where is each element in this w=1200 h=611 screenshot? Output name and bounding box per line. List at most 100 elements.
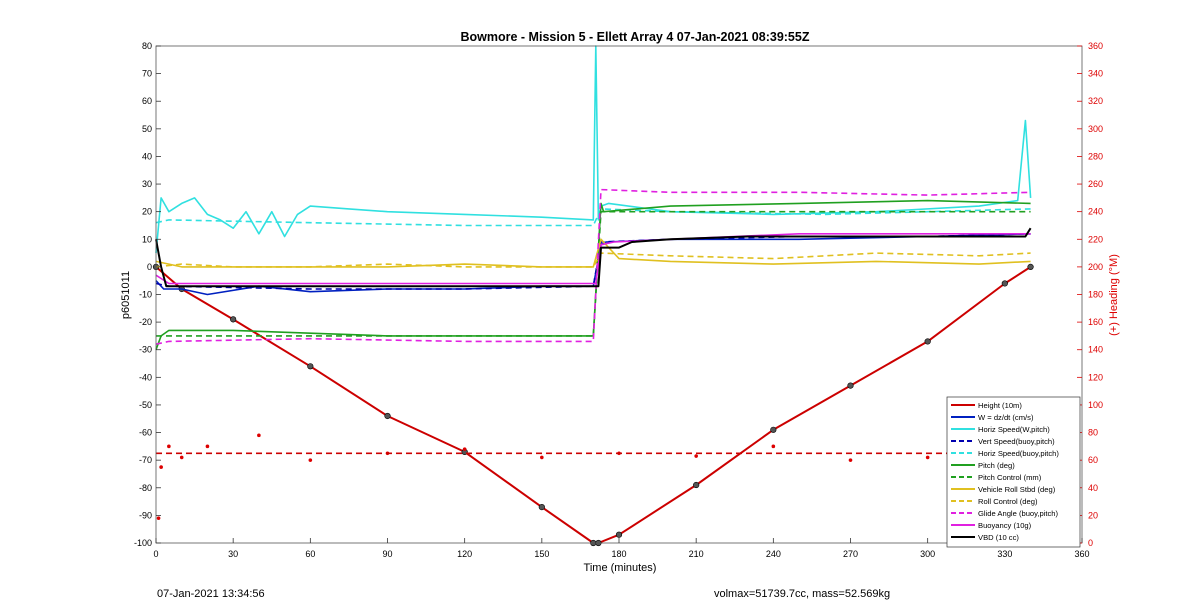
heading-point [159,465,163,469]
y2-tick-label: 340 [1088,69,1103,79]
y-tick-label: 10 [142,234,152,244]
y-tick-label: 40 [142,151,152,161]
x-tick-label: 360 [1074,549,1089,559]
footer-params: volmax=51739.7cc, mass=52.569kg [714,588,891,600]
y-tick-label: -60 [139,428,152,438]
heading-point [848,458,853,462]
axes: 0 30 60 90 120 150 180 210 240 270 300 330 360-100-9… [134,41,1103,559]
x-tick-label: 210 [689,549,704,559]
series-pitch-control-mm [156,210,1031,337]
y2-tick-label: 0 [1088,538,1093,548]
x-tick-label: 150 [534,549,549,559]
x-tick-label: 180 [611,549,626,559]
legend-label: Horiz Speed(W,pitch) [978,425,1050,434]
series-w-dz-dt-cm-s [155,233,1031,296]
legend-box [946,396,1081,548]
heading-point [308,458,313,462]
legend: Height (10m) W = dz/dt (cm/s) Horiz Speed(… [946,396,1081,548]
y2-tick-label: 200 [1088,262,1103,272]
y2-tick-label: 80 [1088,428,1098,438]
x-tick-label: 0 [153,549,158,559]
height-point [615,531,623,538]
y2-axis-label: (+) Heading (°M) [1108,254,1120,336]
height-point [538,504,545,511]
y-axis-label: p6051011 [120,271,132,319]
y2-tick-label: 260 [1088,179,1103,189]
height-point [847,382,854,389]
height-point [924,338,931,345]
y2-tick-label: 220 [1088,234,1103,244]
series-vehicle-roll-stbd-deg [155,238,1031,268]
heading-point [257,433,261,438]
chart-title: Bowmore - Mission 5 - Ellett Array 4 07-… [461,30,810,44]
series-buoyancy-10g [155,233,1031,285]
y-tick-label: -80 [139,483,152,493]
legend-label: Horiz Speed(buoy,pitch) [978,449,1059,458]
heading-point [205,444,210,449]
series-height-10m [155,266,1032,544]
heading-point [179,455,184,460]
footer-timestamp: 07-Jan-2021 13:34:56 [157,588,265,600]
height-point [693,481,700,489]
plot-area [152,45,1034,547]
height-point [307,363,314,370]
heading-point [694,454,698,458]
x-tick-label: 300 [920,549,935,559]
legend-label: Pitch (deg) [978,461,1015,470]
y-tick-label: -10 [139,290,152,300]
y-tick-label: -20 [139,317,152,327]
y-tick-label: -90 [139,510,152,520]
y2-tick-label: 140 [1088,345,1103,355]
legend-label: W = dz/dt (cm/s) [978,413,1034,422]
x-tick-label: 60 [305,549,315,559]
y-tick-label: -100 [134,538,152,548]
series-vbd-10-cc [155,227,1032,288]
y-tick-label: 20 [142,207,152,217]
y2-tick-label: 280 [1088,151,1103,161]
y-tick-label: 0 [147,262,152,272]
legend-label: Height (10m) [978,401,1022,410]
legend-label: Vert Speed(buoy,pitch) [978,437,1055,446]
x-axis-label: Time (minutes) [584,562,657,574]
y2-tick-label: 160 [1088,317,1103,327]
x-tick-label: 90 [382,549,392,559]
y-tick-label: 80 [142,41,152,51]
x-tick-label: 120 [457,549,472,559]
height-point [384,412,391,420]
series-horiz-speed-buoy-pitch [155,208,1031,227]
y-tick-label: 30 [142,179,152,189]
y2-tick-label: 40 [1088,483,1098,493]
series-glide-angle-buoy-pitch [155,188,1031,345]
height-point [770,426,777,433]
y-tick-label: -40 [139,372,152,382]
height-point [1027,263,1034,270]
plot-frame [155,45,1083,544]
y-tick-label: -30 [139,345,152,355]
y2-tick-label: 320 [1088,96,1103,106]
x-tick-label: 240 [766,549,781,559]
y-tick-label: -70 [139,455,152,465]
legend-label: Vehicle Roll Stbd (deg) [978,485,1056,494]
legend-label: Pitch Control (mm) [978,473,1042,482]
legend-label: Glide Angle (buoy,pitch) [978,509,1059,518]
y-tick-label: 70 [142,69,152,79]
y-tick-label: 50 [142,124,152,134]
heading-point [771,444,776,449]
y2-tick-label: 60 [1088,455,1098,465]
height-point [1001,280,1008,287]
heading-point [540,455,544,460]
x-tick-label: 30 [228,549,238,559]
legend-label: Buoyancy (10g) [978,521,1032,530]
series-roll-control-deg [155,252,1031,268]
y2-tick-label: 300 [1088,124,1103,134]
legend-label: VBD (10 cc) [978,533,1019,542]
x-tick-label: 270 [843,549,858,559]
heading-point [462,447,467,451]
heading-point [925,455,930,460]
y2-tick-label: 100 [1088,400,1103,410]
y-tick-label: -50 [139,400,152,410]
x-tick-label: 330 [997,549,1012,559]
y2-tick-label: 240 [1088,207,1103,217]
y2-tick-label: 180 [1088,290,1103,300]
